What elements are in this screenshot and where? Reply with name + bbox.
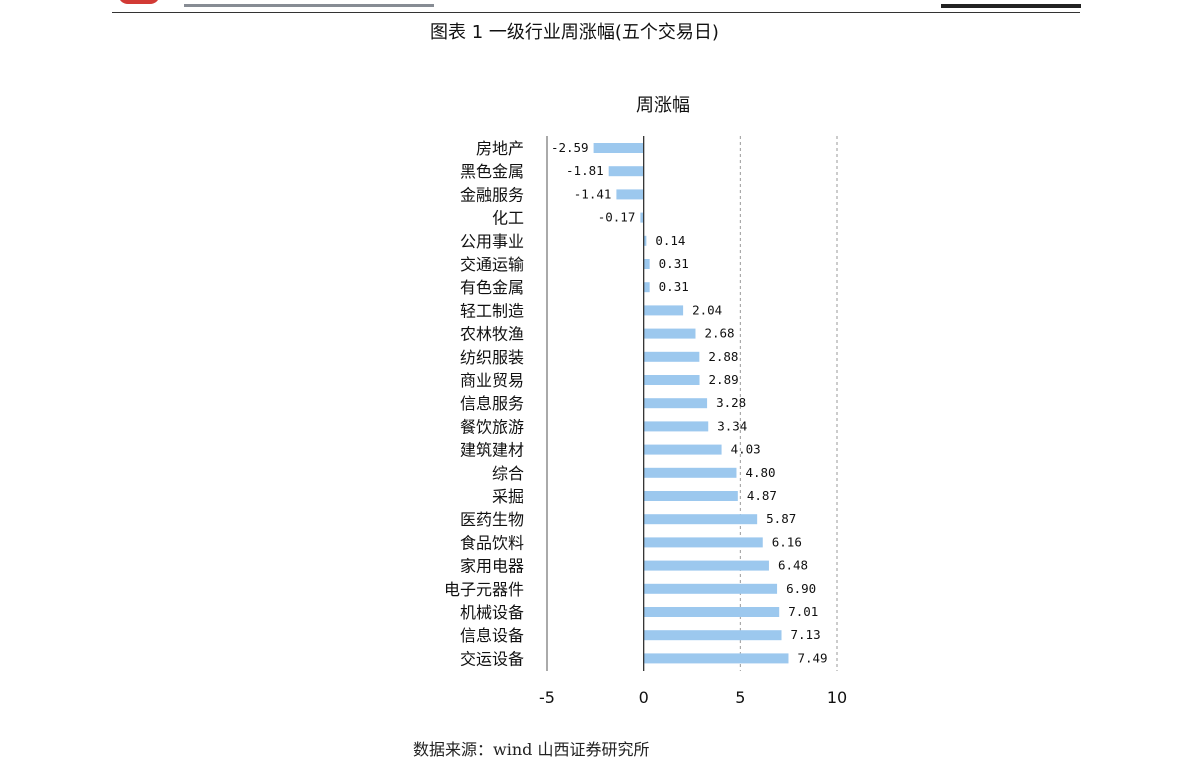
bar-23 xyxy=(643,653,789,664)
value-label-8: 2.04 xyxy=(692,302,722,317)
chart-title: 周涨幅 xyxy=(636,95,690,116)
bar-21 xyxy=(643,607,780,617)
category-label-10: 纺织服装 xyxy=(460,348,524,367)
tick-label-layer: -5 0 5 10 xyxy=(539,688,847,707)
value-label-11: 2.89 xyxy=(709,372,739,387)
header-divider xyxy=(112,12,1080,13)
bar-18 xyxy=(643,537,763,548)
x-tick-label-5: 5 xyxy=(735,688,745,707)
category-label-11: 商业贸易 xyxy=(460,371,524,390)
category-label-20: 电子元器件 xyxy=(444,580,524,599)
bar-16 xyxy=(643,491,738,501)
bar-layer xyxy=(593,143,789,664)
category-label-21: 机械设备 xyxy=(460,603,524,622)
x-tick-label-minus-5: -5 xyxy=(539,688,555,707)
value-label-17: 5.87 xyxy=(766,511,796,526)
value-label-6: 0.31 xyxy=(659,256,689,271)
bar-11 xyxy=(643,375,700,385)
category-label-2: 黑色金属 xyxy=(460,162,524,181)
category-label-19: 家用电器 xyxy=(460,557,524,576)
value-label-4: -0.17 xyxy=(598,210,636,225)
value-label-15: 4.80 xyxy=(745,465,775,480)
category-label-8: 轻工制造 xyxy=(460,301,524,320)
bar-7 xyxy=(643,282,650,293)
category-label-18: 食品饮料 xyxy=(460,533,524,552)
value-label-14: 4.03 xyxy=(731,442,761,457)
value-label-7: 0.31 xyxy=(659,279,689,294)
bar-3 xyxy=(616,189,644,200)
x-tick-label-10: 10 xyxy=(827,688,847,707)
source-note: 数据来源：wind 山西证券研究所 xyxy=(413,740,650,759)
bar-20 xyxy=(643,583,778,594)
figure-title: 图表 1 一级行业周涨幅(五个交易日) xyxy=(430,22,719,43)
bar-13 xyxy=(643,421,709,432)
value-label-23: 7.49 xyxy=(797,650,827,665)
category-label-23: 交运设备 xyxy=(460,649,524,668)
category-label-17: 医药生物 xyxy=(460,510,524,529)
bar-12 xyxy=(643,398,708,409)
bar-2 xyxy=(608,166,644,177)
bar-5 xyxy=(643,235,647,246)
securities-logo xyxy=(118,0,160,4)
value-label-2: -1.81 xyxy=(566,163,604,178)
category-label-15: 综合 xyxy=(492,464,524,483)
bar-19 xyxy=(643,560,769,571)
bar-4 xyxy=(640,212,644,223)
category-label-6: 交通运输 xyxy=(460,255,524,274)
value-label-5: 0.14 xyxy=(655,233,685,248)
value-label-19: 6.48 xyxy=(778,558,808,573)
grid-layer xyxy=(739,136,838,671)
bar-1 xyxy=(593,143,644,153)
header-strip xyxy=(184,0,434,7)
bar-15 xyxy=(643,467,737,478)
value-label-22: 7.13 xyxy=(791,627,821,642)
value-label-12: 3.28 xyxy=(716,395,746,410)
bar-14 xyxy=(643,444,722,455)
bar-9 xyxy=(643,328,696,339)
value-label-18: 6.16 xyxy=(772,534,802,549)
category-label-layer: 房地产黑色金属金融服务化工公用事业交通运输有色金属轻工制造农林牧渔纺织服装商业贸… xyxy=(444,139,524,668)
bar-6 xyxy=(643,259,650,269)
category-label-5: 公用事业 xyxy=(460,232,524,251)
value-label-21: 7.01 xyxy=(788,604,818,619)
weekly-change-chart: 房地产黑色金属金融服务化工公用事业交通运输有色金属轻工制造农林牧渔纺织服装商业贸… xyxy=(410,82,880,722)
value-label-10: 2.88 xyxy=(708,349,738,364)
category-label-4: 化工 xyxy=(492,209,524,228)
category-label-14: 建筑建材 xyxy=(460,441,524,460)
x-tick-label-0: 0 xyxy=(639,688,649,707)
bar-10 xyxy=(643,351,700,362)
value-label-layer: -2.59-1.81-1.41-0.170.140.310.312.042.68… xyxy=(551,140,828,665)
category-label-22: 信息设备 xyxy=(460,626,524,645)
bar-8 xyxy=(643,305,684,316)
category-label-13: 餐饮旅游 xyxy=(460,417,524,436)
category-label-9: 农林牧渔 xyxy=(460,325,524,344)
axis-layer xyxy=(546,136,645,671)
value-label-1: -2.59 xyxy=(551,140,589,155)
value-label-16: 4.87 xyxy=(747,488,777,503)
category-label-1: 房地产 xyxy=(476,139,524,158)
bar-17 xyxy=(643,514,758,525)
category-label-16: 采掘 xyxy=(492,487,524,506)
report-type-mark xyxy=(941,0,1081,8)
category-label-3: 金融服务 xyxy=(460,185,524,204)
value-label-20: 6.90 xyxy=(786,581,816,596)
category-label-12: 信息服务 xyxy=(460,394,524,413)
value-label-13: 3.34 xyxy=(717,418,747,433)
value-label-3: -1.41 xyxy=(574,186,612,201)
category-label-7: 有色金属 xyxy=(460,278,524,297)
value-label-9: 2.68 xyxy=(704,326,734,341)
bar-22 xyxy=(643,630,782,641)
horizontal-bar-chart: 房地产黑色金属金融服务化工公用事业交通运输有色金属轻工制造农林牧渔纺织服装商业贸… xyxy=(444,95,847,707)
